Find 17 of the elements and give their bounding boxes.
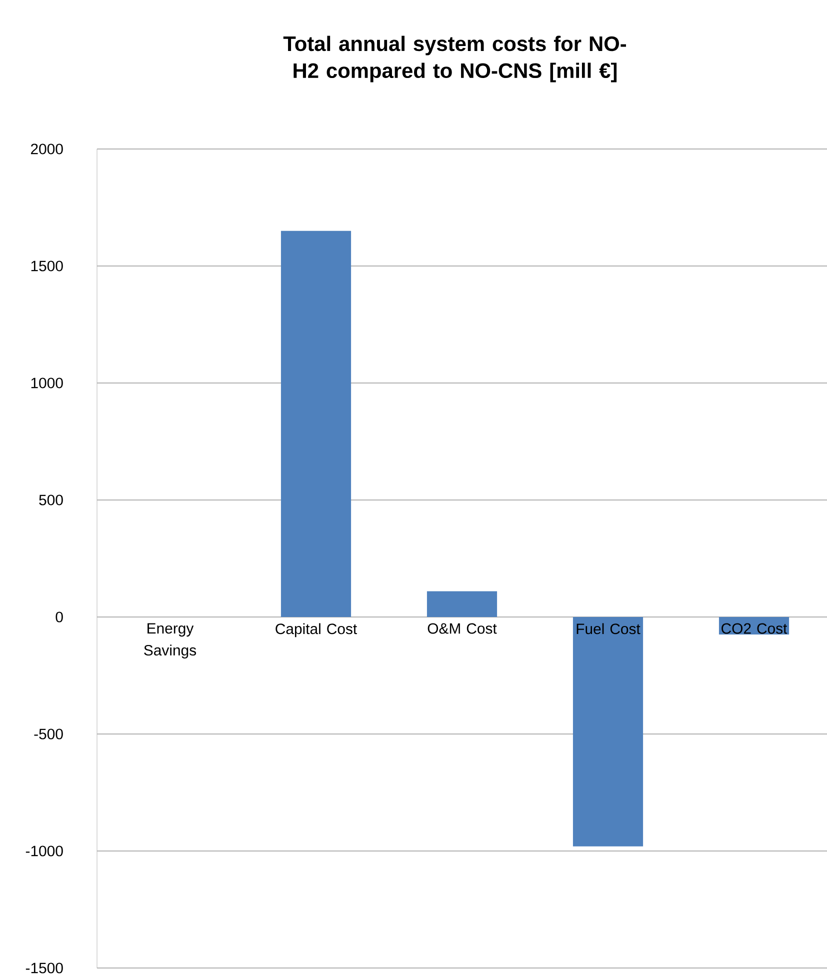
y-tick-label: -1500 (26, 962, 63, 974)
y-tick-label: 2000 (30, 144, 63, 154)
x-tick-label: Fuel Cost (576, 623, 640, 634)
x-tick-label: Capital Cost (276, 623, 357, 638)
bar (280, 230, 352, 617)
x-tick-label: Energy Savings (144, 623, 196, 658)
y-tick-label: 1000 (31, 378, 63, 388)
y-tick-label: 500 (39, 494, 63, 506)
y-tick-label: -1000 (26, 846, 63, 856)
y-tick-label: 1500 (31, 260, 63, 272)
x-tick-label: O&M Cost (428, 623, 497, 634)
x-tick-label: CO2 Cost (722, 623, 788, 634)
bar (426, 591, 498, 617)
bar (572, 616, 644, 846)
y-tick-label: 0 (56, 612, 63, 622)
y-tick-label: -500 (34, 728, 63, 740)
chart-title: Total annual system costs for NO-H2 compared to NO-CNS [mill €] (283, 36, 626, 82)
